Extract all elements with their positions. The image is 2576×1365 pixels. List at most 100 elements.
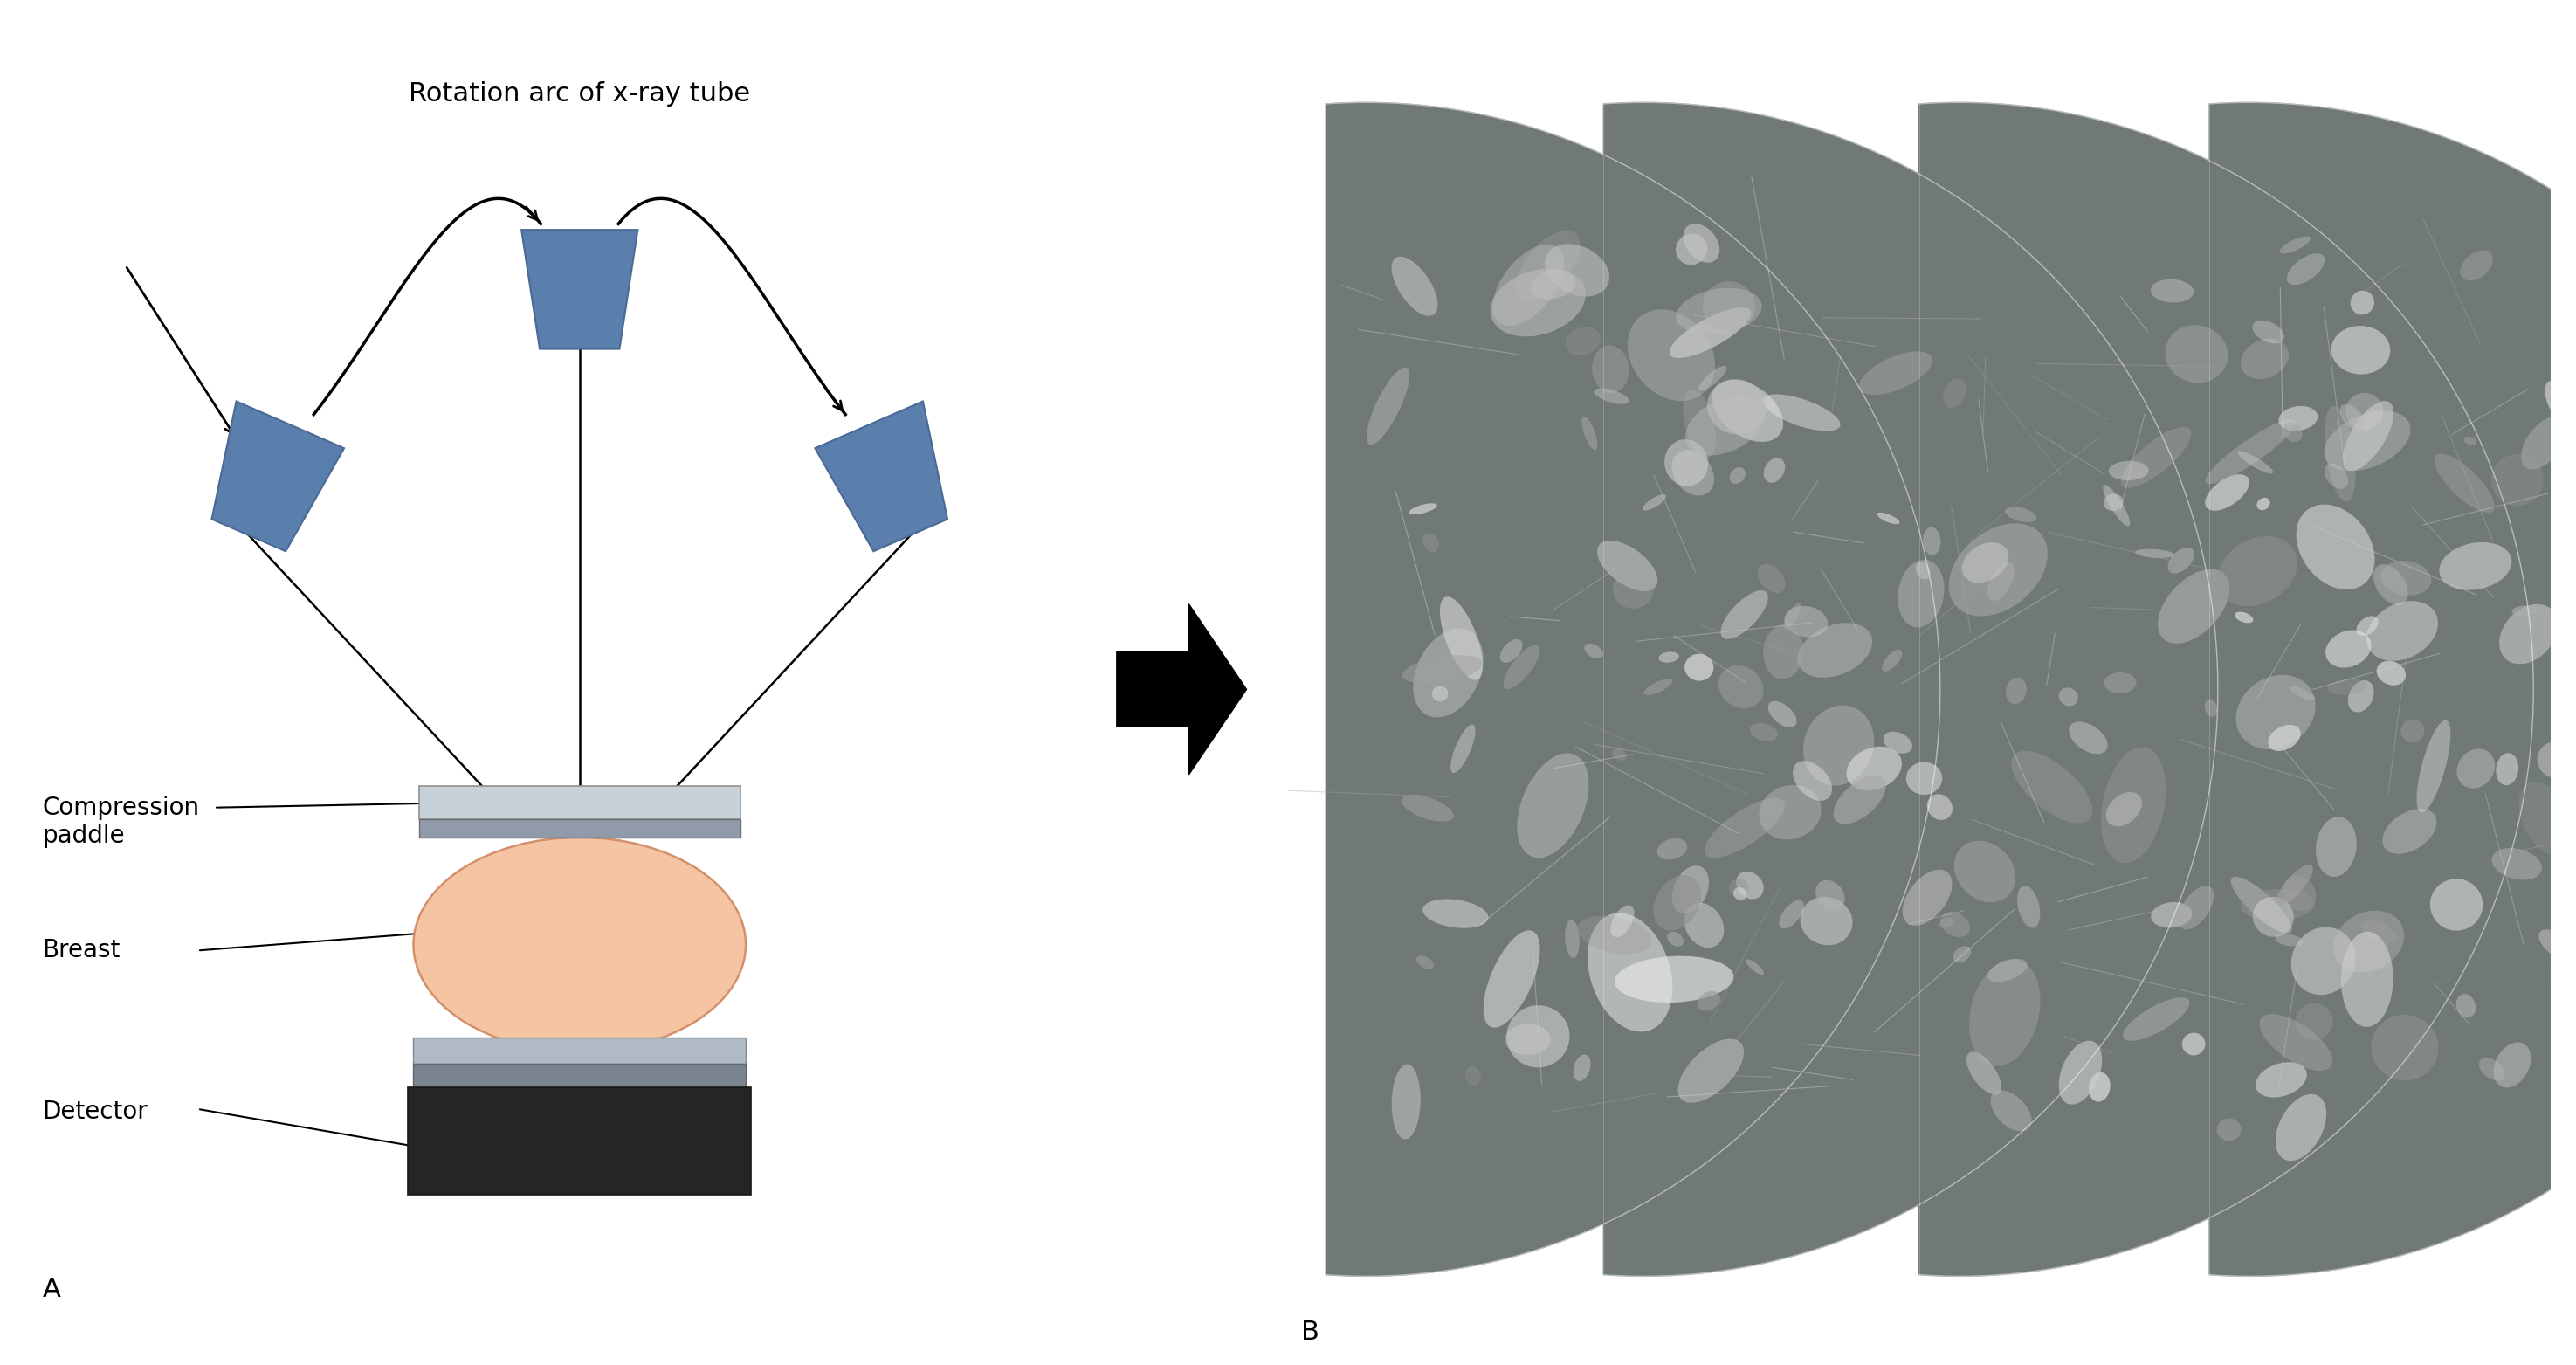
Ellipse shape <box>412 837 747 1052</box>
Ellipse shape <box>2491 455 2543 506</box>
Ellipse shape <box>1677 1039 1744 1103</box>
Ellipse shape <box>1899 560 1945 628</box>
Ellipse shape <box>2342 931 2393 1026</box>
Ellipse shape <box>2334 910 2403 972</box>
Polygon shape <box>814 401 948 551</box>
Ellipse shape <box>2267 725 2300 751</box>
Ellipse shape <box>1989 562 2014 601</box>
Ellipse shape <box>1643 678 1672 695</box>
Ellipse shape <box>1765 457 1785 483</box>
Ellipse shape <box>2465 437 2476 445</box>
Ellipse shape <box>1677 288 1762 334</box>
Ellipse shape <box>2383 808 2437 854</box>
Polygon shape <box>1327 102 1940 1276</box>
Ellipse shape <box>1492 269 1587 337</box>
Ellipse shape <box>1940 912 1971 936</box>
Ellipse shape <box>2349 291 2375 315</box>
Ellipse shape <box>1672 865 1708 913</box>
Ellipse shape <box>1698 991 1721 1011</box>
Ellipse shape <box>2295 1003 2334 1040</box>
Ellipse shape <box>2205 699 2218 717</box>
Ellipse shape <box>2058 1040 2102 1104</box>
Ellipse shape <box>2478 1058 2504 1081</box>
Ellipse shape <box>2380 561 2432 595</box>
Ellipse shape <box>2241 339 2287 379</box>
Ellipse shape <box>1417 956 1435 969</box>
Text: B: B <box>1301 1319 1319 1345</box>
Ellipse shape <box>1942 378 1965 408</box>
Ellipse shape <box>1927 794 1953 820</box>
Ellipse shape <box>1883 650 1901 672</box>
Ellipse shape <box>2401 719 2424 743</box>
Ellipse shape <box>1682 390 1716 457</box>
Ellipse shape <box>2460 250 2494 281</box>
Ellipse shape <box>2512 606 2537 616</box>
Ellipse shape <box>2136 549 2174 558</box>
Ellipse shape <box>1955 841 2014 902</box>
Ellipse shape <box>2280 236 2311 254</box>
Ellipse shape <box>1391 257 1437 315</box>
Ellipse shape <box>2257 498 2269 511</box>
Ellipse shape <box>1484 931 1540 1028</box>
Ellipse shape <box>1685 654 1713 681</box>
Ellipse shape <box>1628 310 1716 401</box>
Ellipse shape <box>1587 913 1672 1032</box>
Ellipse shape <box>1677 233 1708 265</box>
Ellipse shape <box>1963 542 2009 583</box>
Ellipse shape <box>2179 886 2213 930</box>
Ellipse shape <box>1847 747 1901 790</box>
Ellipse shape <box>1728 467 1747 485</box>
Polygon shape <box>520 229 639 349</box>
Ellipse shape <box>2275 1095 2326 1160</box>
Ellipse shape <box>1440 597 1484 680</box>
Ellipse shape <box>1566 920 1579 958</box>
Ellipse shape <box>1878 512 1899 524</box>
Ellipse shape <box>1767 702 1795 728</box>
Ellipse shape <box>2439 542 2512 590</box>
Ellipse shape <box>2259 1014 2331 1070</box>
Ellipse shape <box>2218 536 2298 606</box>
Ellipse shape <box>1595 388 1628 404</box>
Ellipse shape <box>2004 506 2038 523</box>
Polygon shape <box>415 1037 747 1063</box>
Ellipse shape <box>1504 1024 1551 1055</box>
Ellipse shape <box>1698 366 1726 390</box>
Ellipse shape <box>1401 794 1453 822</box>
Ellipse shape <box>2275 934 2303 946</box>
Polygon shape <box>420 819 739 837</box>
Ellipse shape <box>2370 1014 2439 1081</box>
Ellipse shape <box>1783 603 1801 629</box>
Polygon shape <box>415 1063 747 1088</box>
Ellipse shape <box>1989 958 2027 981</box>
Ellipse shape <box>1860 351 1932 394</box>
Ellipse shape <box>2102 747 2166 863</box>
Ellipse shape <box>1391 1065 1419 1140</box>
Ellipse shape <box>1953 946 1971 962</box>
Ellipse shape <box>1749 723 1777 741</box>
Ellipse shape <box>2236 612 2254 622</box>
Ellipse shape <box>1718 665 1765 708</box>
Ellipse shape <box>2105 494 2123 511</box>
Ellipse shape <box>2324 463 2349 489</box>
Ellipse shape <box>1917 561 1929 580</box>
Ellipse shape <box>2324 405 2357 501</box>
Ellipse shape <box>2455 994 2476 1018</box>
Ellipse shape <box>1922 527 1940 556</box>
Ellipse shape <box>2287 254 2324 285</box>
Ellipse shape <box>1669 307 1752 358</box>
Ellipse shape <box>2331 326 2391 374</box>
Polygon shape <box>211 401 345 551</box>
Ellipse shape <box>1613 748 1625 760</box>
Ellipse shape <box>2429 879 2483 931</box>
Ellipse shape <box>1401 655 1484 684</box>
Ellipse shape <box>1780 900 1803 928</box>
Ellipse shape <box>1991 1091 2032 1132</box>
Ellipse shape <box>1517 753 1589 857</box>
Ellipse shape <box>2378 661 2406 685</box>
Ellipse shape <box>1517 231 1579 302</box>
Ellipse shape <box>2326 678 2367 695</box>
Ellipse shape <box>1450 725 1476 773</box>
Ellipse shape <box>1610 905 1633 938</box>
Ellipse shape <box>1947 523 2048 616</box>
Ellipse shape <box>2241 889 2316 921</box>
